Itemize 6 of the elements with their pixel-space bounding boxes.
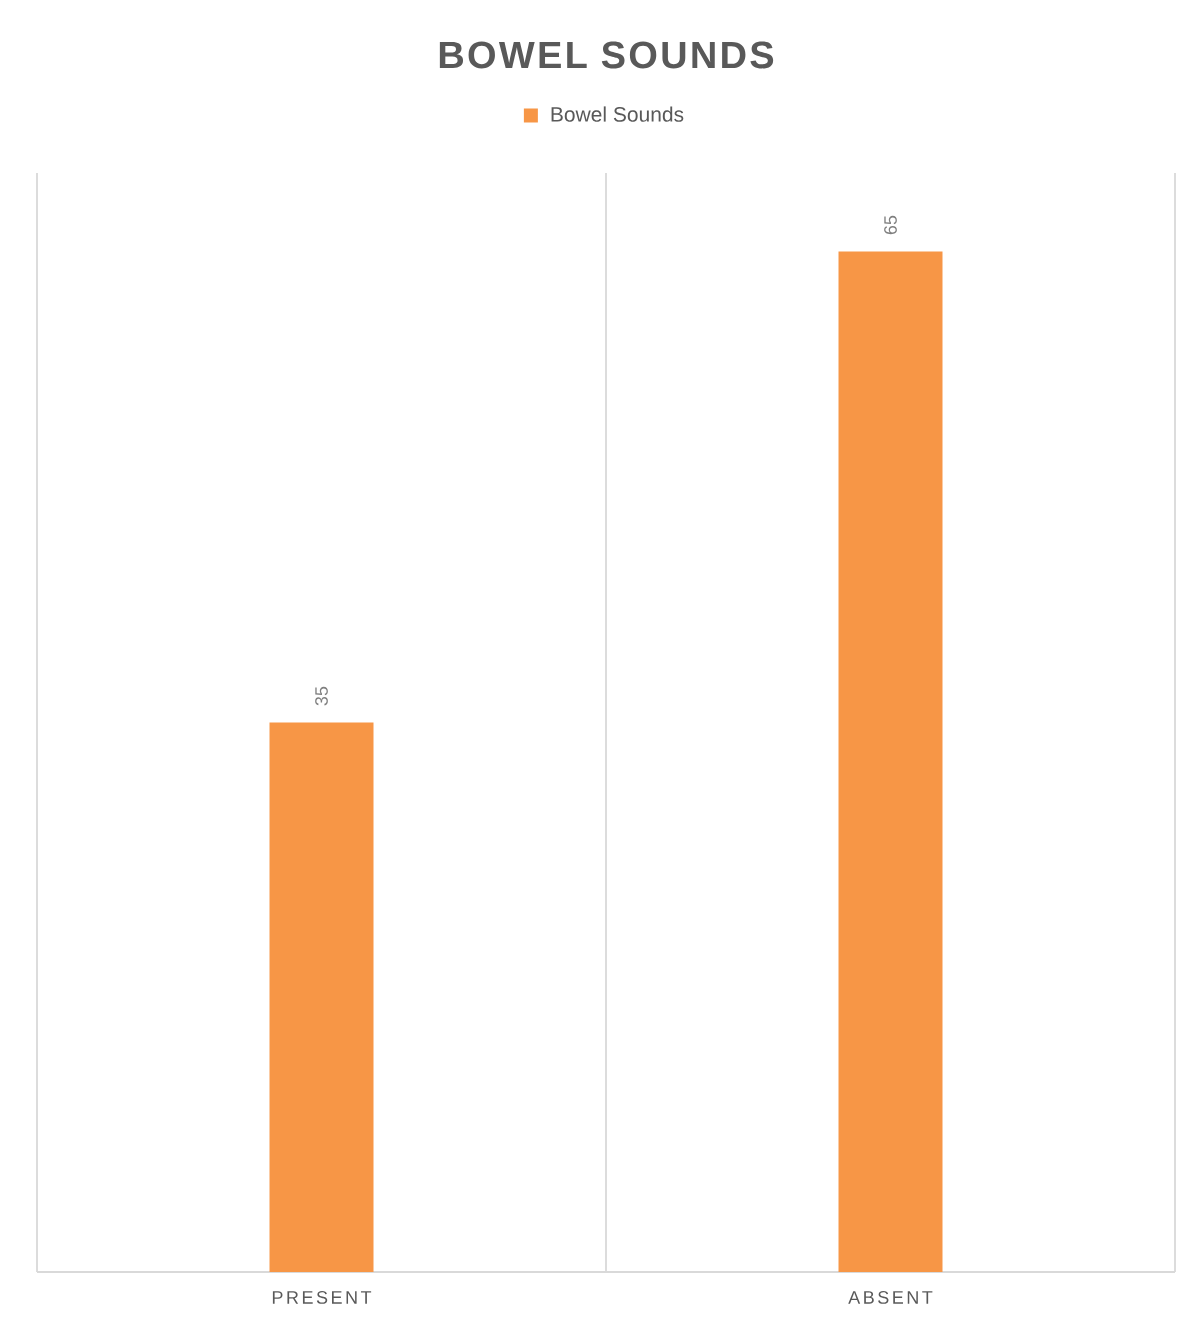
x-tick-label: ABSENT [848, 1291, 933, 1304]
data-label: 35 [315, 686, 328, 706]
x-tick-label: PRESENT [272, 1291, 372, 1304]
chart-title: BOWEL SOUNDS [439, 41, 774, 69]
legend-label: Bowel Sounds [551, 106, 684, 122]
data-label: 65 [884, 215, 897, 235]
